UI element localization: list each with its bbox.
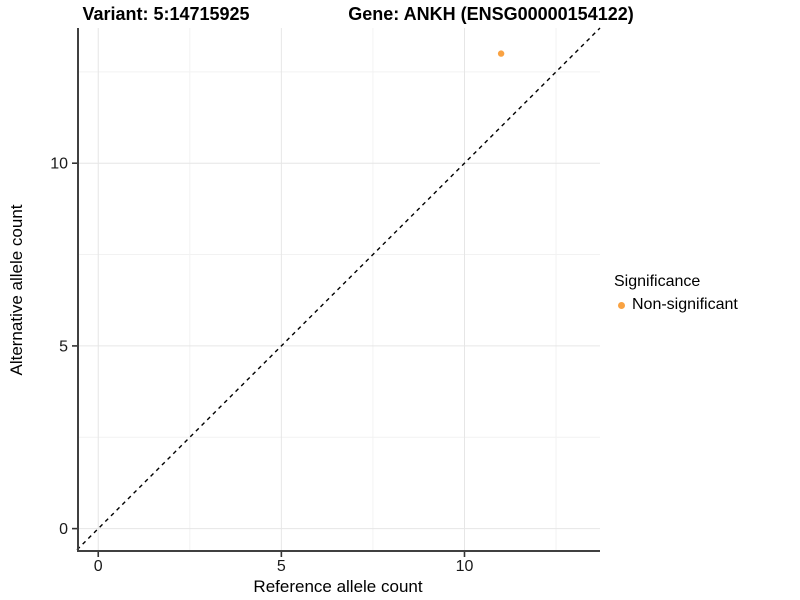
legend: Significance Non-significant	[614, 273, 738, 314]
x-tick-label: 5	[277, 558, 286, 575]
identity-dashed-line	[76, 27, 601, 551]
y-tick-label: 5	[59, 338, 68, 355]
x-tick-label: 0	[94, 558, 103, 575]
y-tick-label: 10	[50, 156, 68, 173]
legend-point-marker-icon	[618, 301, 625, 309]
legend-title: Significance	[614, 273, 701, 290]
legend-item: Non-significant	[614, 296, 738, 314]
y-axis-label: Alternative allele count	[7, 204, 26, 376]
data-point	[497, 50, 505, 57]
legend-item-label: Non-significant	[632, 296, 738, 313]
x-tick-label: 10	[456, 558, 474, 575]
plot-title-variant: Variant: 5:14715925	[82, 4, 250, 24]
x-axis-label: Reference allele count	[253, 577, 423, 596]
y-tick-label: 0	[59, 521, 68, 538]
plot-title-gene: Gene: ANKH (ENSG00000154122)	[348, 4, 634, 24]
